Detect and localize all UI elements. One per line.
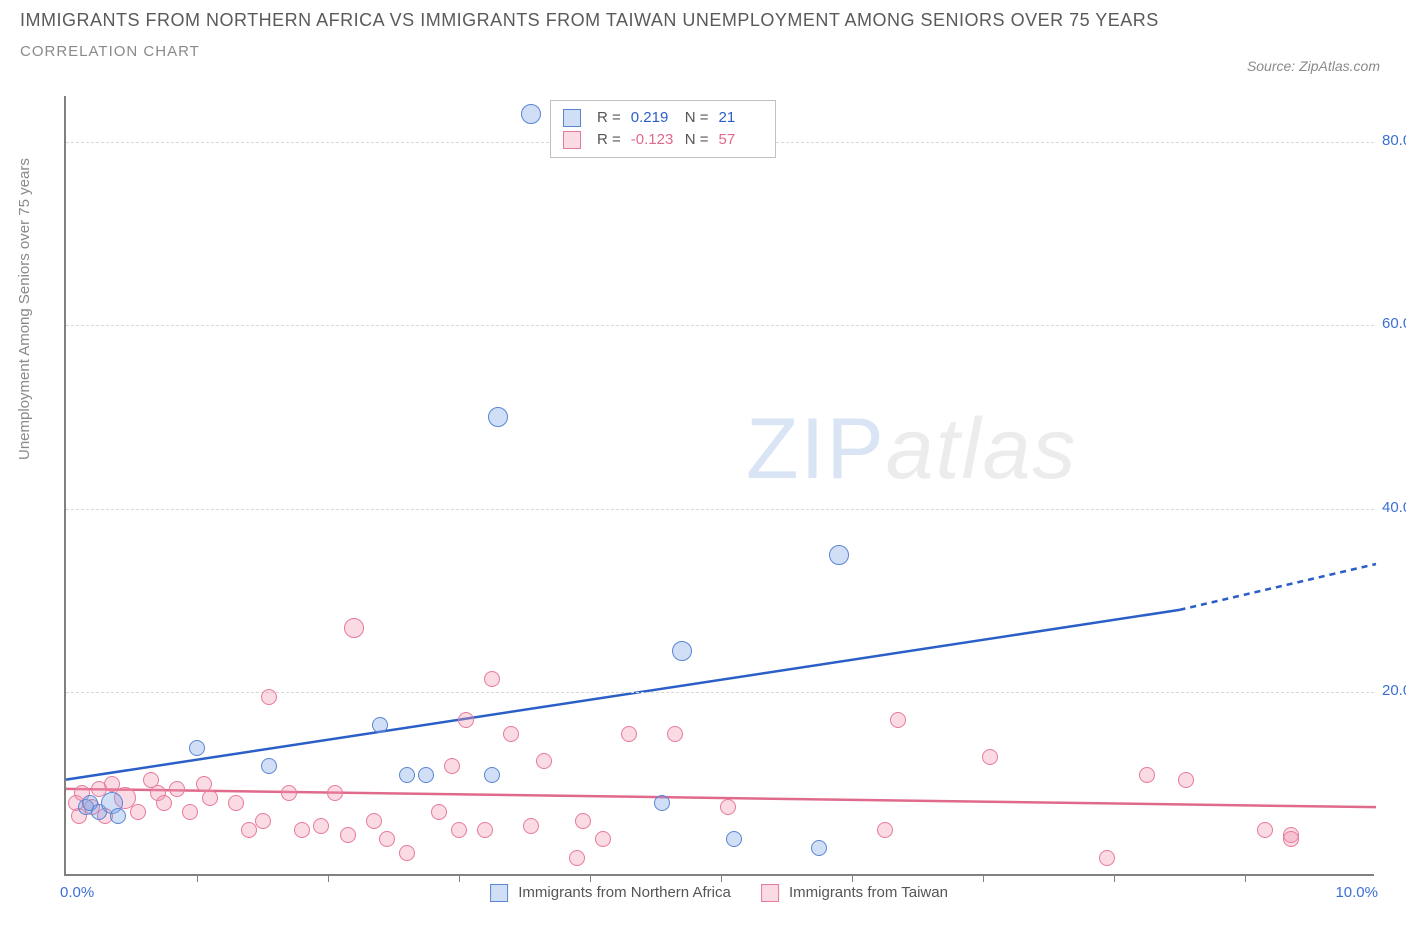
scatter-point-pink: [399, 845, 415, 861]
scatter-point-blue: [189, 740, 205, 756]
scatter-point-pink: [1178, 772, 1194, 788]
legend-swatch-blue: [490, 884, 508, 902]
x-tick: [1245, 874, 1246, 882]
legend-label-blue: Immigrants from Northern Africa: [518, 884, 731, 901]
legend-n-value-pink: 57: [719, 129, 763, 151]
scatter-point-pink: [877, 822, 893, 838]
scatter-point-blue: [672, 641, 692, 661]
scatter-plot: ZIPatlas: [64, 96, 1374, 876]
correlation-legend: R = 0.219 N = 21 R = -0.123 N = 57: [550, 100, 776, 158]
legend-n-label: N =: [685, 129, 709, 151]
x-tick: [1114, 874, 1115, 882]
scatter-point-pink: [294, 822, 310, 838]
y-tick-label: 20.0%: [1382, 682, 1406, 699]
chart-subtitle: CORRELATION CHART: [20, 43, 1159, 60]
scatter-point-pink: [720, 799, 736, 815]
legend-r-label: R =: [597, 129, 621, 151]
x-axis-max: 10.0%: [1335, 884, 1378, 901]
scatter-point-pink: [327, 785, 343, 801]
legend-item-blue: Immigrants from Northern Africa: [490, 884, 731, 902]
scatter-point-blue: [261, 758, 277, 774]
scatter-point-pink: [202, 790, 218, 806]
legend-row-blue: R = 0.219 N = 21: [563, 107, 763, 129]
scatter-point-pink: [313, 818, 329, 834]
scatter-point-pink: [890, 712, 906, 728]
x-axis: 0.0% Immigrants from Northern Africa Imm…: [64, 884, 1374, 914]
scatter-point-pink: [261, 689, 277, 705]
x-tick: [197, 874, 198, 882]
legend-swatch-pink: [761, 884, 779, 902]
legend-r-value-pink: -0.123: [631, 129, 675, 151]
scatter-point-pink: [1099, 850, 1115, 866]
legend-r-value-blue: 0.219: [631, 107, 675, 129]
trend-line: [1180, 564, 1377, 610]
y-tick-label: 80.0%: [1382, 132, 1406, 149]
scatter-point-blue: [829, 545, 849, 565]
scatter-point-blue: [372, 717, 388, 733]
legend-swatch-blue: [563, 109, 581, 127]
scatter-point-pink: [451, 822, 467, 838]
scatter-point-pink: [523, 818, 539, 834]
scatter-point-blue: [484, 767, 500, 783]
legend-r-label: R =: [597, 107, 621, 129]
x-tick: [459, 874, 460, 882]
gridline: [66, 325, 1374, 326]
x-tick: [590, 874, 591, 882]
source-attribution: Source: ZipAtlas.com: [1247, 58, 1380, 74]
scatter-point-pink: [982, 749, 998, 765]
x-tick: [852, 874, 853, 882]
y-tick-label: 60.0%: [1382, 315, 1406, 332]
series-legend: Immigrants from Northern Africa Immigran…: [490, 884, 948, 902]
scatter-point-pink: [569, 850, 585, 866]
scatter-point-pink: [667, 726, 683, 742]
legend-n-label: N =: [685, 107, 709, 129]
scatter-point-pink: [340, 827, 356, 843]
scatter-point-pink: [1139, 767, 1155, 783]
scatter-point-pink: [1257, 822, 1273, 838]
trend-lines: [66, 96, 1374, 874]
legend-label-pink: Immigrants from Taiwan: [789, 884, 948, 901]
scatter-point-pink: [130, 804, 146, 820]
scatter-point-pink: [484, 671, 500, 687]
scatter-point-blue: [399, 767, 415, 783]
x-tick: [328, 874, 329, 882]
x-tick: [721, 874, 722, 882]
legend-n-value-blue: 21: [719, 107, 763, 129]
scatter-point-blue: [654, 795, 670, 811]
legend-row-pink: R = -0.123 N = 57: [563, 129, 763, 151]
y-axis-label: Unemployment Among Seniors over 75 years: [16, 158, 33, 460]
scatter-point-pink: [431, 804, 447, 820]
y-tick-label: 40.0%: [1382, 499, 1406, 516]
trend-line: [66, 610, 1180, 780]
x-axis-min: 0.0%: [60, 884, 94, 901]
scatter-point-pink: [228, 795, 244, 811]
scatter-point-pink: [156, 795, 172, 811]
legend-item-pink: Immigrants from Taiwan: [761, 884, 948, 902]
gridline: [66, 509, 1374, 510]
chart-title: IMMIGRANTS FROM NORTHERN AFRICA VS IMMIG…: [20, 10, 1159, 31]
scatter-point-pink: [458, 712, 474, 728]
scatter-point-pink: [621, 726, 637, 742]
x-tick: [983, 874, 984, 882]
scatter-point-pink: [255, 813, 271, 829]
scatter-point-pink: [281, 785, 297, 801]
legend-swatch-pink: [563, 131, 581, 149]
scatter-point-pink: [366, 813, 382, 829]
